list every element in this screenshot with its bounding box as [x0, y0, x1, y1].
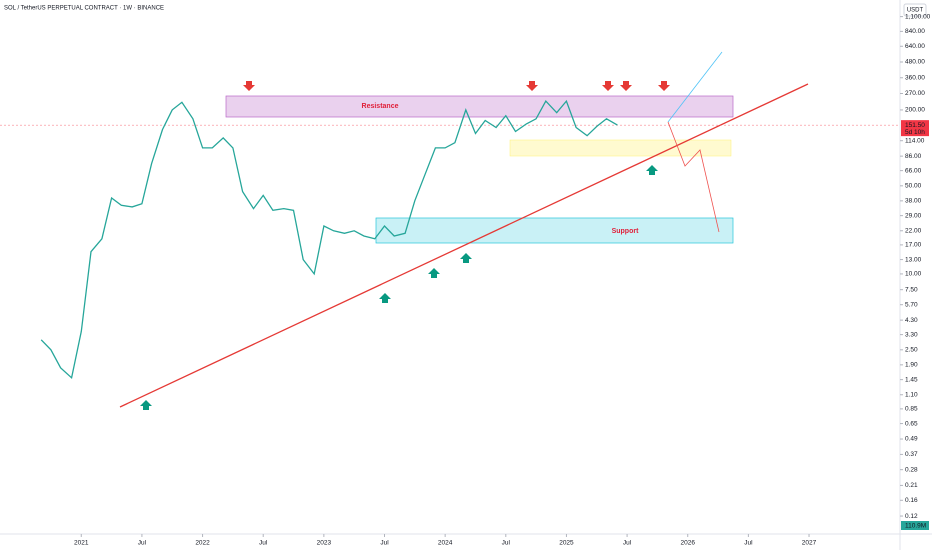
y-tick-label: 66.00	[905, 167, 922, 174]
down-arrow	[658, 81, 670, 91]
support-zone	[375, 217, 734, 244]
y-tick-label: 0.12	[905, 513, 918, 520]
y-tick-label: 86.00	[905, 153, 922, 160]
currency[interactable]: USDT	[907, 8, 924, 14]
y-tick-label: 480.00	[905, 59, 925, 66]
y-tick-label: 640.00	[905, 43, 925, 50]
y-tick-label: 200.00	[905, 107, 925, 114]
y-tick-label: 1,100.00	[905, 13, 931, 20]
x-tick-label: Jul	[744, 540, 753, 547]
y-tick-label: 4.30	[905, 317, 918, 324]
y-tick-label: 29.00	[905, 212, 922, 219]
x-tick-label: Jul	[138, 540, 147, 547]
resistance-label: Resistance	[362, 103, 399, 110]
resistance-zone	[225, 95, 734, 118]
volume-label: 110.9M	[905, 523, 926, 530]
y-tick-label: 360.00	[905, 74, 925, 81]
buy-arrows	[140, 165, 658, 410]
y-tick-label: 0.65	[905, 420, 918, 427]
y-tick-label: 13.00	[905, 256, 922, 263]
x-tick-label: 2023	[317, 540, 332, 547]
y-tick-label: 50.00	[905, 183, 922, 190]
last-price-box	[901, 120, 929, 137]
y-tick-label: 17.00	[905, 242, 922, 249]
up-arrow	[460, 253, 472, 263]
down-arrow	[526, 81, 538, 91]
up-arrow	[646, 165, 658, 175]
y-tick-label: 0.85	[905, 406, 918, 413]
x-tick-label: 2025	[559, 540, 574, 547]
x-tick-label: Jul	[259, 540, 268, 547]
demand-zone	[509, 139, 732, 157]
y-tick-label: 2.50	[905, 347, 918, 354]
y-tick-label: 840.00	[905, 28, 925, 35]
y-tick-label: 270.00	[905, 90, 925, 97]
up-arrow	[140, 400, 152, 410]
y-tick-label: 38.00	[905, 198, 922, 205]
y-tick-label: 7.50	[905, 286, 918, 293]
x-tick-label: Jul	[380, 540, 389, 547]
y-tick-label: 5.70	[905, 301, 918, 308]
y-tick-label: 0.21	[905, 482, 918, 489]
x-tick-label: 2024	[438, 540, 453, 547]
support-label: Support	[612, 228, 639, 235]
price-line	[40, 99, 618, 380]
up-arrow	[379, 293, 391, 303]
y-tick-label: 3.30	[905, 331, 918, 338]
x-tick-label: 2022	[195, 540, 210, 547]
x-tick-label: Jul	[623, 540, 632, 547]
trend-line	[119, 83, 809, 408]
sell-arrows	[243, 81, 670, 91]
x-tick-label: 2027	[802, 540, 817, 547]
currency-button[interactable]	[903, 3, 927, 17]
x-tick-label: 2026	[681, 540, 696, 547]
y-tick-label: 0.37	[905, 451, 918, 458]
down-arrow	[602, 81, 614, 91]
y-tick-label: 0.16	[905, 497, 918, 504]
last-price-label: 151.50	[905, 122, 925, 129]
bear-projection	[667, 121, 720, 233]
x-tick-label: 2021	[74, 540, 89, 547]
down-arrow	[243, 81, 255, 91]
down-arrow	[620, 81, 632, 91]
y-tick-label: 1.45	[905, 376, 918, 383]
y-tick-label: 0.28	[905, 466, 918, 473]
y-tick-label: 1.90	[905, 362, 918, 369]
volume-box	[901, 521, 929, 530]
y-tick-label: 1.10	[905, 391, 918, 398]
y-tick-label: 22.00	[905, 227, 922, 234]
countdown: 5d 10h	[905, 129, 925, 136]
up-arrow	[428, 268, 440, 278]
y-tick-label: 0.49	[905, 436, 918, 443]
chart-title: SOL / TetherUS PERPETUAL CONTRACT · 1W ·…	[4, 6, 164, 12]
bull-projection	[667, 51, 723, 123]
y-tick-label: 10.00	[905, 271, 922, 278]
x-tick-label: Jul	[502, 540, 511, 547]
y-tick-label: 114.00	[905, 137, 925, 144]
